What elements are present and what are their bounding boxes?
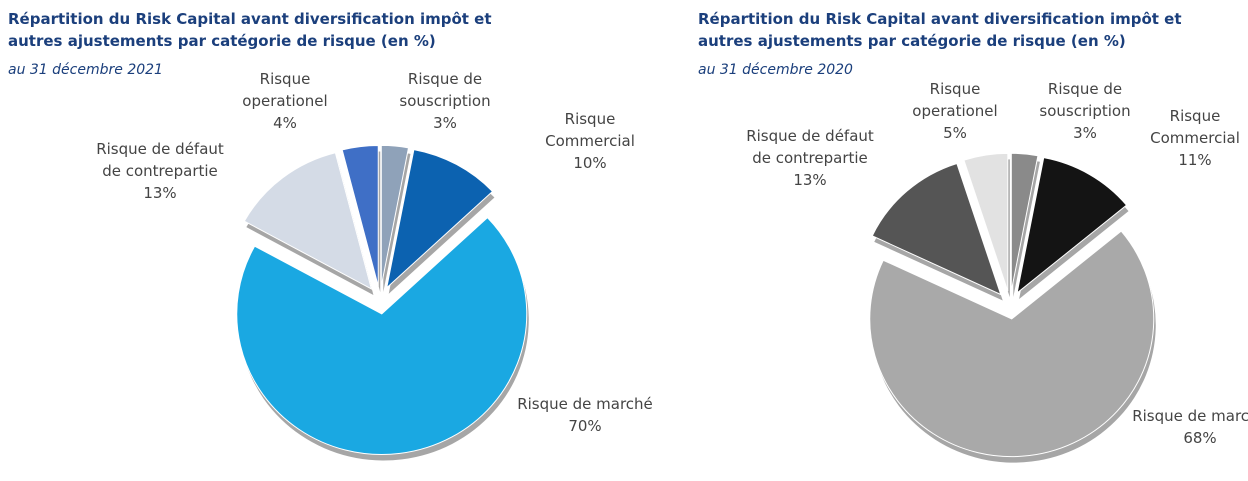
category-name: Risque Commercial: [545, 110, 635, 150]
value-label: 3%: [1073, 124, 1097, 142]
value-label: 68%: [1183, 429, 1217, 447]
slice-label: Risque operationel 4%: [215, 68, 355, 134]
pie-slice: [380, 144, 410, 287]
pie-slice: [963, 152, 1009, 292]
category-name: Risque Commercial: [1150, 107, 1240, 147]
slice-label: Risque de marché 70%: [515, 393, 655, 437]
slice-label: Risque de défaut de contrepartie 13%: [90, 138, 230, 204]
chart-title: Répartition du Risk Capital avant divers…: [8, 10, 492, 50]
value-label: 70%: [568, 417, 602, 435]
value-label: 13%: [143, 184, 177, 202]
slice-label: Risque de marché 68%: [1130, 405, 1248, 449]
category-name: Risque de marché: [517, 395, 653, 413]
category-name: Risque de défaut de contrepartie: [746, 127, 874, 167]
category-name: Risque de défaut de contrepartie: [96, 140, 224, 180]
pie-slice: [341, 144, 379, 287]
value-label: 4%: [273, 114, 297, 132]
category-name: Risque operationel: [242, 70, 328, 110]
slice-label: Risque de défaut de contrepartie 13%: [740, 125, 880, 191]
pie-slice: [243, 152, 373, 290]
slice-label: Risque operationel 5%: [885, 78, 1025, 144]
category-name: Risque de marché: [1132, 407, 1248, 425]
pie-slice: [236, 216, 528, 456]
slice-label: Risque de souscription 3%: [1015, 78, 1155, 144]
pie-slice: [1010, 152, 1039, 292]
pie-slice: [869, 230, 1155, 458]
pie-slice: [1016, 157, 1128, 295]
chart-title: Répartition du Risk Capital avant divers…: [698, 10, 1182, 50]
slice-label: Risque de souscription 3%: [375, 68, 515, 134]
category-name: Risque operationel: [912, 80, 998, 120]
value-label: 10%: [573, 154, 607, 172]
pie-slice: [871, 162, 1002, 296]
value-label: 13%: [793, 171, 827, 189]
pie-slice: [385, 148, 494, 290]
slice-label: Risque Commercial 11%: [1125, 105, 1248, 171]
slice-label: Risque Commercial 10%: [520, 108, 660, 174]
chart-subtitle: au 31 décembre 2020: [698, 62, 853, 78]
value-label: 5%: [943, 124, 967, 142]
value-label: 11%: [1178, 151, 1212, 169]
chart-subtitle: au 31 décembre 2021: [8, 62, 163, 78]
value-label: 3%: [433, 114, 457, 132]
category-name: Risque de souscription: [399, 70, 491, 110]
category-name: Risque de souscription: [1039, 80, 1131, 120]
